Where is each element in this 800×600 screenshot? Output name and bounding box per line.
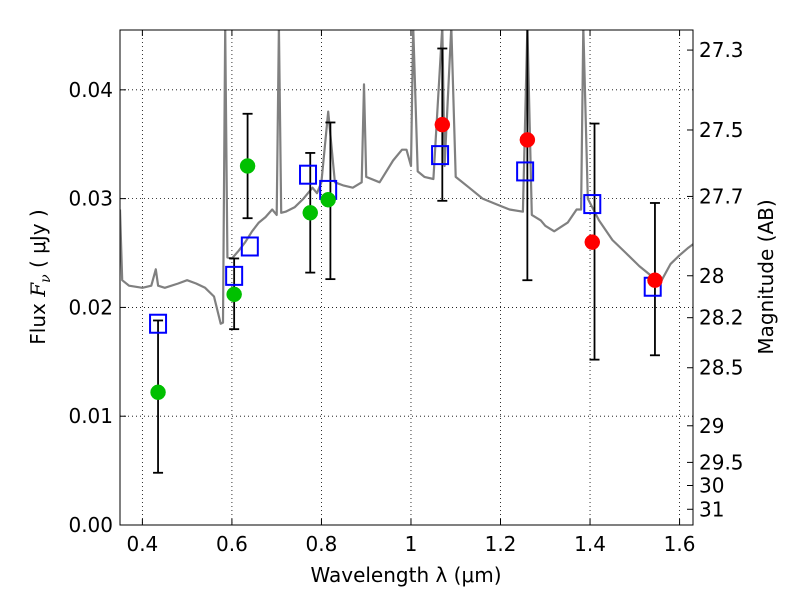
x-tick-label: 0.6 [216,532,248,556]
x-tick-label: 1.6 [664,532,696,556]
model-square-point [240,236,259,257]
observed-circle-point [584,234,601,250]
plot-background [120,30,693,525]
x-tick-label: 1 [405,532,418,556]
right-tick-label: 29.5 [699,450,744,474]
x-tick-label: 0.8 [306,532,338,556]
right-tick-label: 29 [699,414,724,438]
observed-circle-point [302,205,319,221]
y-axis-left: 0.00 0.01 0.02 0.03 0.04 [68,78,126,537]
model-square-point [516,161,535,182]
model-square-point [299,164,318,185]
grid [120,30,693,526]
y-tick-label: 0.04 [68,78,113,102]
right-tick-label: 28.5 [699,356,744,380]
y-label-symbol: F [26,282,50,298]
y-tick-label: 0.01 [68,404,113,428]
model-square-point [225,265,244,286]
x-tick-label: 1.4 [574,532,606,556]
model-square-point [431,145,450,166]
y-label-subscript: ν [38,274,54,283]
observed-circle-point [434,116,451,133]
observed-circle-point [519,132,536,148]
x-axis-label: Wavelength λ (μm) [310,563,501,587]
right-tick-label: 27.3 [699,38,744,62]
x-tick-label: 0.4 [126,532,158,556]
data-layer [120,30,693,474]
observed-circle-point [226,286,242,303]
y-axis-left-label: Flux Fν ( μJy ) [26,209,54,344]
right-tick-label: 28 [699,264,724,288]
spectrum-line [120,30,693,325]
model-square-point [583,194,602,215]
observed-circle-point [239,158,256,174]
right-tick-label: 30 [699,473,724,497]
y-tick-label: 0.03 [68,187,113,211]
y-axis-right-label: Magnitude (AB) [754,199,778,354]
y-tick-label: 0.00 [68,513,113,537]
x-tick-label: 1.2 [485,532,517,556]
observed-circle-point [647,272,663,288]
right-tick-label: 28.2 [699,306,744,330]
y-label-prefix: Flux [26,297,50,345]
right-tick-label: 27.7 [699,184,744,208]
right-tick-label: 27.5 [699,118,744,142]
plot-frame [119,29,694,526]
x-axis: 0.4 0.6 0.8 1 1.2 1.4 1.6 [126,30,695,556]
observed-circle-point [320,191,336,208]
observed-circle-point [150,384,166,401]
y-label-suffix: ( μJy ) [26,209,50,274]
right-tick-label: 31 [699,497,724,521]
model-square-point [149,313,168,334]
y-tick-label: 0.02 [68,295,113,319]
